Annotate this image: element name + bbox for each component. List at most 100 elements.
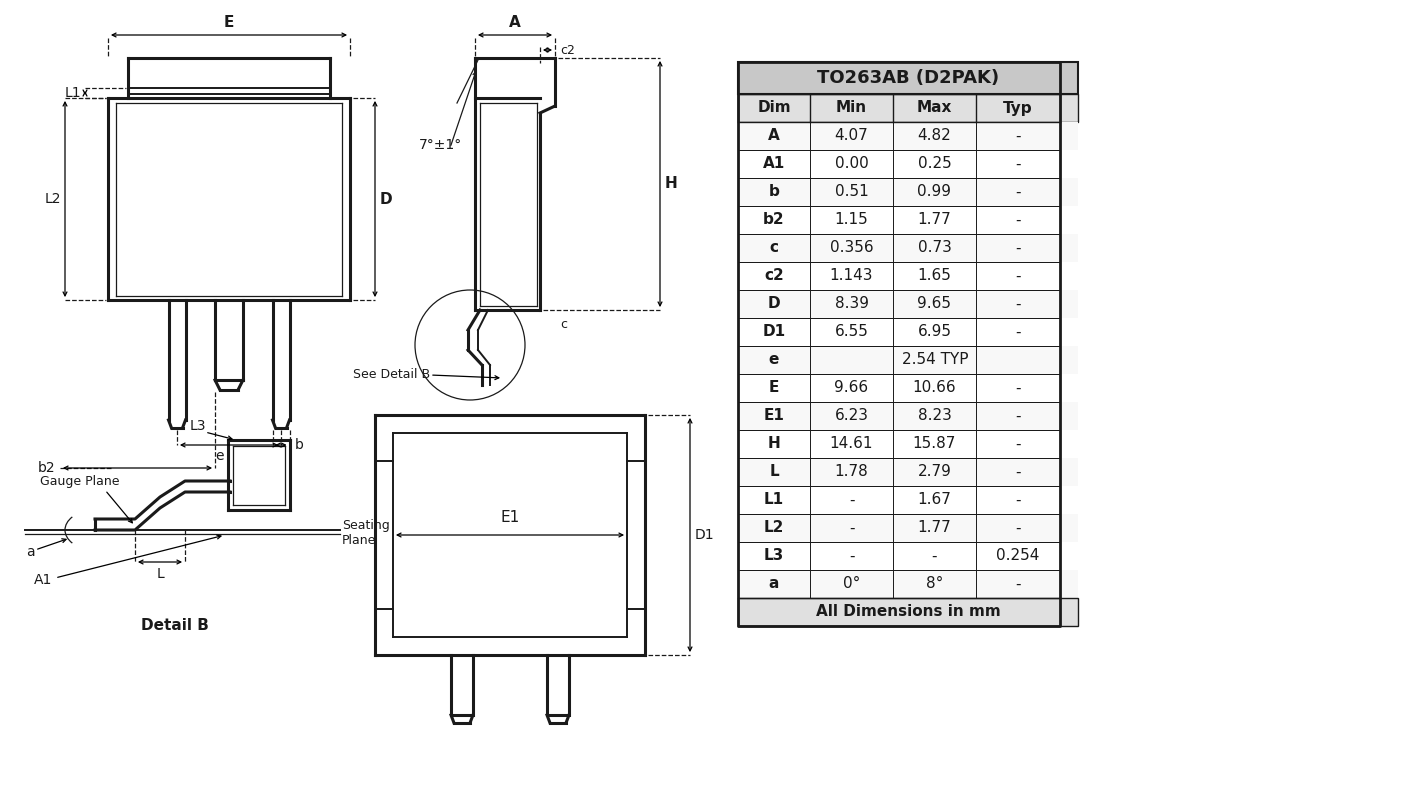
Text: -: - (1015, 268, 1021, 283)
Bar (738, 94, 1078, 122)
Text: 0.356: 0.356 (829, 240, 873, 255)
Text: L2: L2 (44, 192, 61, 206)
Text: D: D (768, 297, 781, 311)
Text: Seating: Seating (342, 519, 389, 532)
Text: c: c (770, 240, 778, 255)
Text: e: e (768, 353, 780, 368)
Text: -: - (1015, 437, 1021, 452)
Bar (738, 290, 1078, 318)
Bar (738, 374, 1078, 402)
Text: L1: L1 (64, 86, 81, 100)
Bar (738, 514, 1078, 542)
Bar (738, 178, 1078, 206)
Text: E1: E1 (764, 409, 784, 424)
Text: 1.77: 1.77 (917, 212, 951, 227)
Text: Plane: Plane (342, 534, 376, 547)
Text: 0.25: 0.25 (917, 156, 951, 172)
Bar (738, 458, 1078, 486)
Text: L3: L3 (190, 419, 206, 433)
Text: -: - (1015, 381, 1021, 396)
Bar (738, 570, 1078, 598)
Text: -: - (1015, 409, 1021, 424)
Text: a: a (768, 576, 780, 591)
Bar (738, 150, 1078, 178)
Text: Min: Min (836, 101, 868, 116)
Text: -: - (849, 492, 855, 508)
Bar (738, 318, 1078, 346)
Text: Gauge Plane: Gauge Plane (40, 476, 119, 488)
Text: e: e (216, 449, 224, 463)
Text: 1.65: 1.65 (917, 268, 951, 283)
Text: 9.65: 9.65 (917, 297, 951, 311)
Text: L: L (770, 464, 778, 480)
Text: D: D (381, 192, 392, 207)
Text: 1.15: 1.15 (835, 212, 869, 227)
Bar (738, 486, 1078, 514)
Bar (738, 402, 1078, 430)
Text: 2.54 TYP: 2.54 TYP (902, 353, 968, 368)
Text: 0.00: 0.00 (835, 156, 869, 172)
Text: -: - (1015, 128, 1021, 144)
Text: -: - (1015, 212, 1021, 227)
Text: 10.66: 10.66 (913, 381, 956, 396)
Bar (738, 122, 1078, 150)
Text: -: - (849, 548, 855, 563)
Bar (738, 206, 1078, 234)
Text: A: A (768, 128, 780, 144)
Text: 4.82: 4.82 (917, 128, 951, 144)
Text: -: - (932, 548, 937, 563)
Text: 0.99: 0.99 (917, 184, 951, 200)
Text: 1.77: 1.77 (917, 520, 951, 535)
Text: D1: D1 (763, 325, 785, 339)
Text: -: - (1015, 464, 1021, 480)
Text: 15.87: 15.87 (913, 437, 956, 452)
Text: b: b (768, 184, 780, 200)
Text: 7°±1°: 7°±1° (419, 138, 462, 152)
Text: 6.95: 6.95 (917, 325, 951, 339)
Text: 1.143: 1.143 (829, 268, 873, 283)
Text: c2: c2 (559, 44, 575, 57)
Text: H: H (665, 176, 677, 192)
Text: H: H (768, 437, 781, 452)
Text: L: L (156, 567, 163, 581)
Bar (738, 62, 1078, 94)
Text: -: - (1015, 492, 1021, 508)
Text: 9.66: 9.66 (835, 381, 869, 396)
Text: Max: Max (917, 101, 953, 116)
Text: L2: L2 (764, 520, 784, 535)
Text: A: A (510, 15, 521, 30)
Text: b2: b2 (37, 461, 55, 475)
Text: b: b (294, 438, 304, 452)
Text: 8.39: 8.39 (835, 297, 869, 311)
Bar (738, 234, 1078, 262)
Text: a: a (26, 545, 34, 559)
Text: E1: E1 (500, 510, 520, 525)
Text: See Detail B: See Detail B (354, 369, 430, 381)
Text: -: - (1015, 576, 1021, 591)
Text: 6.23: 6.23 (835, 409, 869, 424)
Bar (738, 598, 1078, 626)
Text: 0.254: 0.254 (997, 548, 1039, 563)
Text: D1: D1 (694, 528, 714, 542)
Text: 0°: 0° (843, 576, 861, 591)
Bar (738, 430, 1078, 458)
Text: 1.67: 1.67 (917, 492, 951, 508)
Bar (738, 346, 1078, 374)
Text: 1.78: 1.78 (835, 464, 869, 480)
Text: Dim: Dim (757, 101, 791, 116)
Text: b2: b2 (763, 212, 785, 227)
Text: 14.61: 14.61 (829, 437, 873, 452)
Text: TO263AB (D2PAK): TO263AB (D2PAK) (816, 69, 1000, 87)
Text: -: - (1015, 156, 1021, 172)
Text: 6.55: 6.55 (835, 325, 869, 339)
Text: L1: L1 (764, 492, 784, 508)
Text: -: - (1015, 184, 1021, 200)
Text: -: - (1015, 325, 1021, 339)
Text: -: - (1015, 240, 1021, 255)
Text: L3: L3 (764, 548, 784, 563)
Text: -: - (849, 520, 855, 535)
Text: 8°: 8° (926, 576, 943, 591)
Bar (738, 542, 1078, 570)
Text: All Dimensions in mm: All Dimensions in mm (815, 605, 1000, 619)
Text: c: c (559, 318, 567, 331)
